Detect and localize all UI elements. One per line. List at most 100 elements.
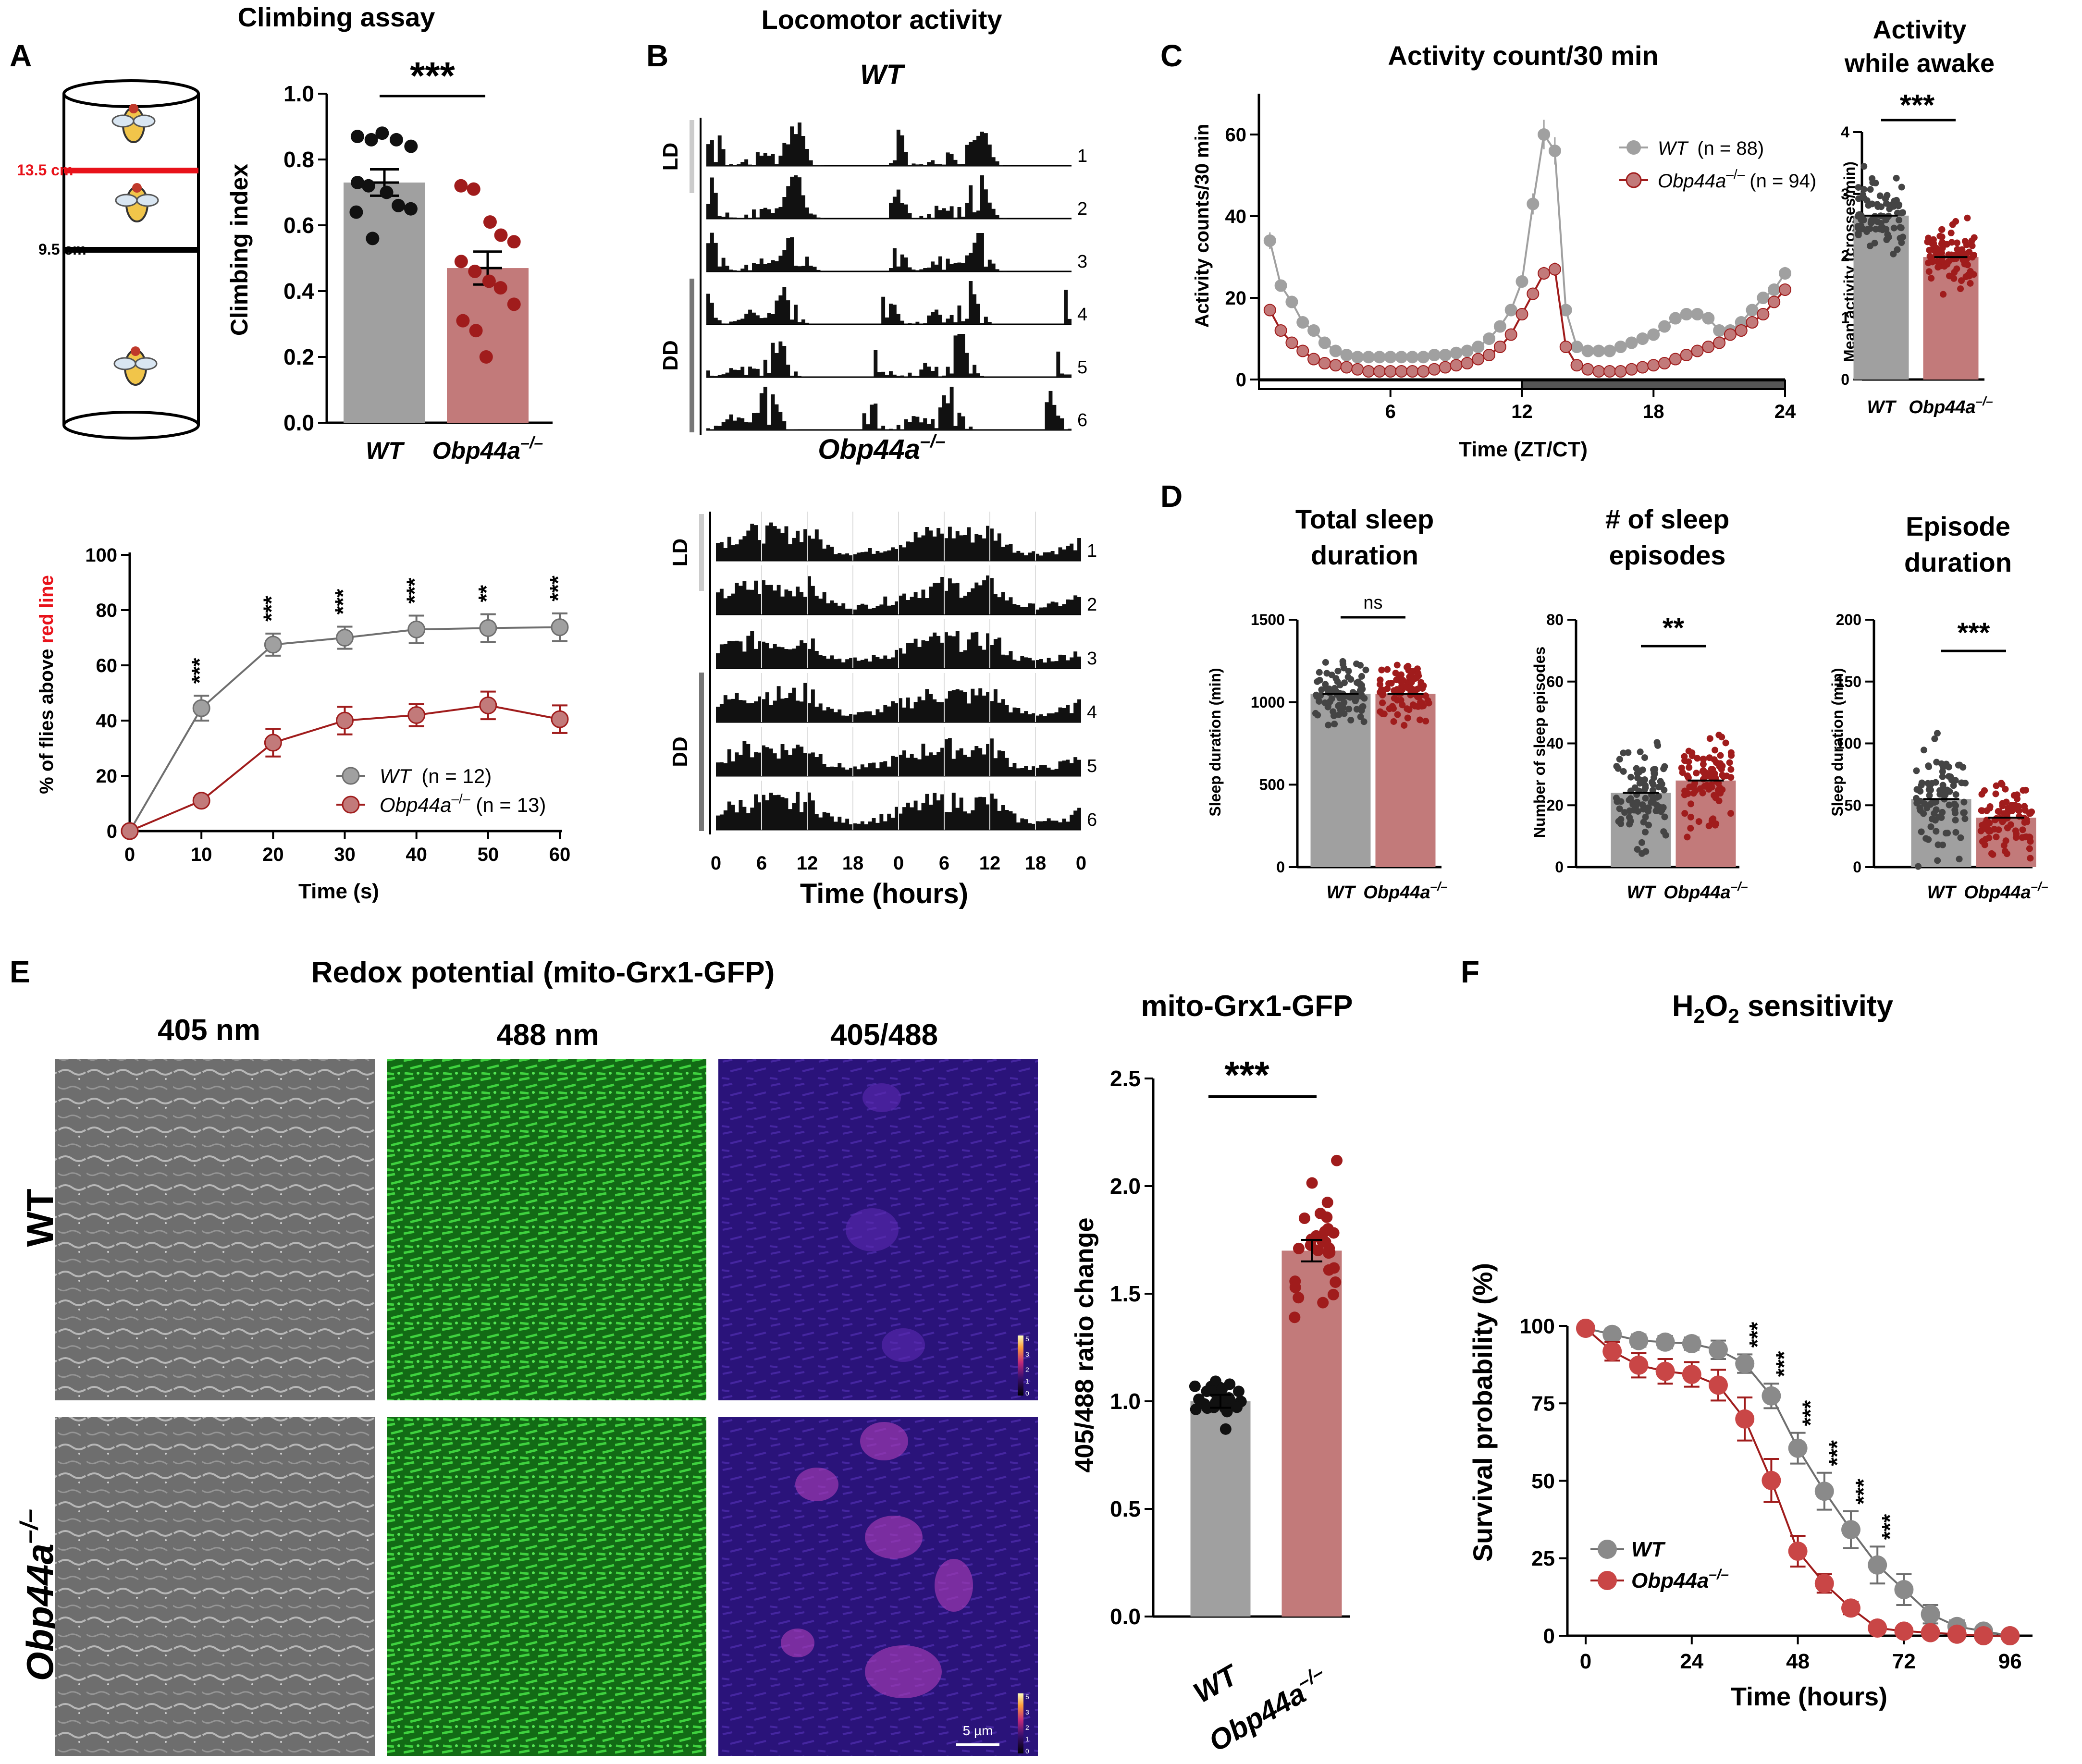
e-bar-point — [1293, 1242, 1305, 1254]
c-bar-point — [1966, 272, 1973, 280]
a-line-point — [479, 619, 497, 637]
e-bar-point — [1189, 1380, 1201, 1392]
d3-point — [1986, 820, 1993, 827]
e-bar-xlabel-wt: WT — [1188, 1658, 1244, 1709]
c-line-point — [1581, 363, 1594, 376]
d1-point — [1325, 722, 1332, 729]
img-mut-405 — [55, 1417, 375, 1756]
a-bar-point — [389, 133, 403, 147]
d3-point — [2002, 837, 2009, 845]
e-bar-point — [1233, 1385, 1245, 1397]
d2-point — [1616, 805, 1623, 812]
d3-point — [1960, 798, 1968, 806]
a-line-tick-label: 0 — [107, 821, 117, 842]
c-bar-point — [1890, 224, 1897, 232]
c-line-point — [1439, 361, 1452, 374]
c-line-point — [1461, 344, 1474, 357]
d3-point — [1978, 807, 1985, 814]
c-bar-point — [1899, 233, 1907, 241]
a-bar-point — [375, 126, 389, 140]
d2-point — [1681, 787, 1688, 795]
e-bar-tick-label: 1.5 — [1110, 1281, 1141, 1306]
d3-point — [1932, 779, 1939, 786]
d1-point — [1422, 718, 1429, 725]
d1-point — [1397, 671, 1404, 678]
d3-point — [1957, 834, 1964, 841]
d3-point — [1913, 795, 1920, 802]
d1-point — [1393, 662, 1401, 669]
c-bar-point — [1883, 216, 1890, 223]
c-bar-point — [1860, 191, 1867, 198]
c-bar-point — [1867, 186, 1874, 193]
d2-point — [1719, 772, 1726, 779]
c-line-point — [1515, 275, 1528, 288]
d1-bar — [1310, 694, 1371, 867]
d2-point — [1640, 819, 1647, 826]
d2-point — [1685, 747, 1692, 755]
d3-sig: *** — [1958, 617, 1990, 649]
d2-point — [1716, 763, 1723, 770]
d2-point — [1700, 760, 1707, 768]
d1-point — [1417, 716, 1424, 723]
d2-point — [1687, 813, 1694, 821]
f-sig: *** — [1798, 1400, 1823, 1426]
d2-tick-label: 40 — [1546, 735, 1564, 752]
actogram-xtick-label: 12 — [979, 853, 1001, 874]
legend-wt: WT (n = 88) — [1658, 138, 1764, 159]
a-bar-point — [494, 228, 508, 242]
d3-point — [2015, 803, 2022, 810]
panel-c-letter: C — [1160, 38, 1183, 73]
a-line-xtick-label: 60 — [549, 844, 571, 865]
a-bar-point — [349, 205, 363, 219]
c-bar-point — [1868, 219, 1875, 226]
d2-point — [1727, 749, 1735, 756]
panel-f-title: H2O2 sensitivity — [1672, 990, 1894, 1027]
svg-text:3: 3 — [1025, 1708, 1029, 1716]
d1-point — [1344, 674, 1352, 681]
c-line-xtick-label: 6 — [1385, 401, 1396, 422]
d3-xlabel-sup: –/– — [2031, 879, 2048, 894]
tube-black-label: 9.5 cm — [38, 241, 86, 258]
a-line-point — [121, 822, 139, 840]
legend-mut: Obp44a–/– (n = 13) — [380, 791, 546, 816]
f-point — [1921, 1605, 1940, 1624]
f-tick-label: 100 — [1520, 1314, 1555, 1338]
c-bar-point — [1964, 214, 1971, 221]
f-point — [1841, 1520, 1860, 1540]
d3-point — [1946, 801, 1953, 808]
d3-point — [1918, 828, 1925, 835]
d2-point — [1722, 739, 1729, 747]
a-line-point — [336, 629, 354, 647]
c-line-point — [1636, 332, 1649, 345]
c-line-point — [1746, 304, 1759, 317]
d1-point — [1386, 705, 1393, 712]
d1-point — [1314, 678, 1321, 685]
a-line-point — [336, 711, 354, 730]
c-line-point — [1373, 351, 1386, 364]
d3-point — [1943, 760, 1950, 768]
d2-point — [1692, 787, 1699, 794]
c-bar-point — [1884, 192, 1891, 199]
a-bar-tick-label: 0.0 — [283, 410, 314, 435]
d1-point — [1398, 679, 1405, 686]
d3-point — [1925, 762, 1932, 770]
c-line-point — [1713, 324, 1726, 337]
d1-point — [1331, 712, 1338, 719]
dd-label: DD — [659, 340, 682, 371]
actogram-row — [706, 122, 1072, 166]
c-line-point — [1592, 344, 1605, 357]
c-line-point — [1527, 197, 1540, 210]
d3-xlabel-mut: Obp44a–/– — [1964, 879, 2048, 903]
c-bar-point — [1945, 258, 1952, 265]
c-line-point — [1779, 283, 1791, 296]
actogram-row-number: 3 — [1087, 649, 1097, 669]
d1-point — [1312, 710, 1319, 717]
d2-point — [1715, 797, 1723, 805]
d1-point — [1358, 673, 1365, 680]
d3-point — [1939, 782, 1946, 789]
d3-point — [1918, 782, 1925, 789]
d3-title-a: Episode — [1906, 511, 2010, 541]
e-bar-tick-label: 2.0 — [1110, 1174, 1141, 1199]
d2-point — [1640, 806, 1647, 813]
c-line-point — [1362, 365, 1375, 378]
